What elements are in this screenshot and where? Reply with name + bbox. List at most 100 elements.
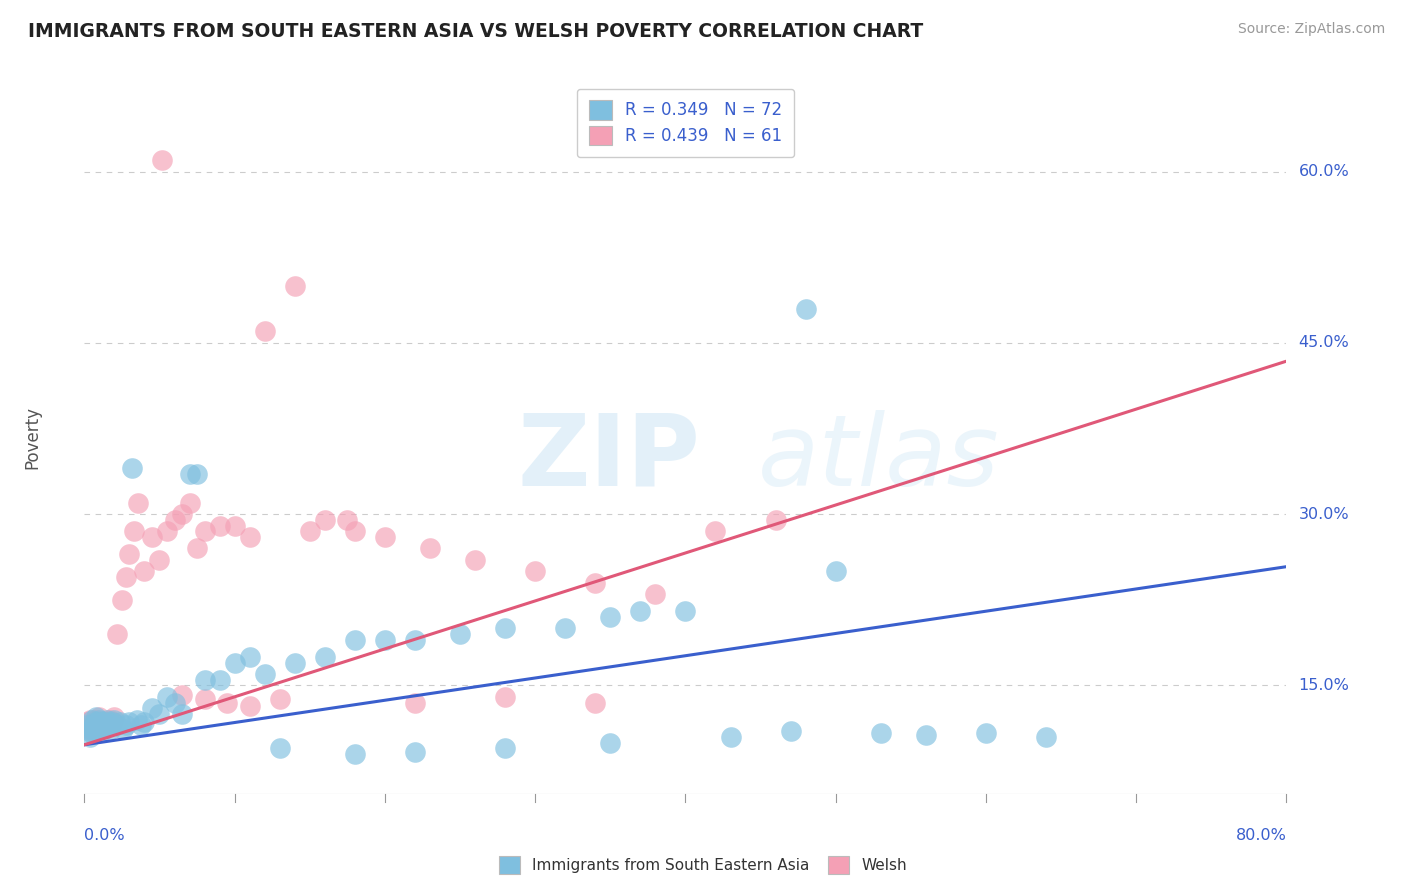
- Point: [794, 301, 817, 316]
- Point: [82, 718, 104, 732]
- Point: [98, 718, 121, 732]
- Point: [89, 713, 111, 727]
- Point: [628, 604, 651, 618]
- Point: [101, 714, 124, 729]
- Point: [554, 621, 576, 635]
- Point: [1035, 730, 1057, 744]
- Point: [91, 724, 114, 739]
- Point: [269, 741, 291, 756]
- Point: [824, 564, 846, 578]
- Point: [80, 718, 103, 732]
- Point: [194, 692, 217, 706]
- Point: [163, 696, 186, 710]
- Point: [208, 673, 231, 687]
- Point: [76, 714, 98, 729]
- Point: [77, 724, 100, 739]
- Point: [100, 718, 122, 732]
- Point: [704, 524, 727, 539]
- Point: [148, 553, 170, 567]
- Point: [141, 701, 163, 715]
- Text: 15.0%: 15.0%: [1299, 678, 1350, 693]
- Point: [82, 714, 104, 729]
- Point: [314, 513, 336, 527]
- Point: [915, 727, 938, 741]
- Point: [179, 496, 201, 510]
- Point: [583, 696, 606, 710]
- Point: [83, 724, 105, 739]
- Point: [112, 722, 135, 736]
- Text: Source: ZipAtlas.com: Source: ZipAtlas.com: [1237, 22, 1385, 37]
- Point: [111, 592, 134, 607]
- Point: [121, 461, 143, 475]
- Point: [224, 656, 246, 670]
- Text: ZIP: ZIP: [517, 410, 700, 507]
- Text: 60.0%: 60.0%: [1299, 164, 1350, 179]
- Point: [80, 726, 103, 740]
- Point: [239, 698, 262, 713]
- Point: [404, 745, 426, 759]
- Point: [765, 513, 787, 527]
- Point: [86, 718, 108, 732]
- Point: [87, 714, 110, 729]
- Point: [94, 718, 117, 732]
- Point: [79, 730, 101, 744]
- Point: [163, 513, 186, 527]
- Point: [86, 713, 108, 727]
- Point: [170, 706, 193, 721]
- Text: 80.0%: 80.0%: [1236, 828, 1286, 843]
- Point: [186, 541, 208, 556]
- Point: [449, 627, 471, 641]
- Legend: R = 0.349   N = 72, R = 0.439   N = 61: R = 0.349 N = 72, R = 0.439 N = 61: [576, 88, 794, 157]
- Point: [115, 718, 138, 732]
- Point: [107, 718, 129, 732]
- Point: [115, 570, 138, 584]
- Point: [253, 667, 276, 681]
- Point: [343, 524, 366, 539]
- Point: [118, 714, 141, 729]
- Point: [98, 713, 121, 727]
- Point: [107, 627, 129, 641]
- Point: [93, 714, 115, 729]
- Point: [118, 547, 141, 561]
- Point: [253, 325, 276, 339]
- Point: [194, 524, 217, 539]
- Point: [122, 524, 145, 539]
- Point: [101, 714, 124, 729]
- Point: [103, 710, 125, 724]
- Point: [644, 587, 666, 601]
- Point: [131, 718, 153, 732]
- Point: [87, 714, 110, 729]
- Point: [494, 621, 516, 635]
- Point: [77, 722, 100, 736]
- Point: [103, 713, 125, 727]
- Legend: Immigrants from South Eastern Asia, Welsh: Immigrants from South Eastern Asia, Wels…: [492, 850, 914, 880]
- Point: [79, 713, 101, 727]
- Point: [974, 726, 997, 740]
- Point: [134, 714, 156, 729]
- Point: [134, 564, 156, 578]
- Point: [156, 690, 179, 704]
- Point: [148, 706, 170, 721]
- Point: [96, 713, 118, 727]
- Point: [298, 524, 321, 539]
- Point: [404, 632, 426, 647]
- Point: [89, 710, 111, 724]
- Point: [96, 718, 118, 732]
- Point: [583, 575, 606, 590]
- Point: [224, 518, 246, 533]
- Point: [170, 507, 193, 521]
- Point: [186, 467, 208, 482]
- Point: [82, 722, 104, 736]
- Point: [100, 722, 122, 736]
- Point: [374, 632, 396, 647]
- Point: [217, 696, 239, 710]
- Text: Poverty: Poverty: [24, 406, 42, 468]
- Point: [94, 722, 117, 736]
- Point: [97, 714, 120, 729]
- Point: [494, 741, 516, 756]
- Point: [93, 714, 115, 729]
- Point: [141, 530, 163, 544]
- Point: [80, 724, 103, 739]
- Point: [494, 690, 516, 704]
- Point: [87, 722, 110, 736]
